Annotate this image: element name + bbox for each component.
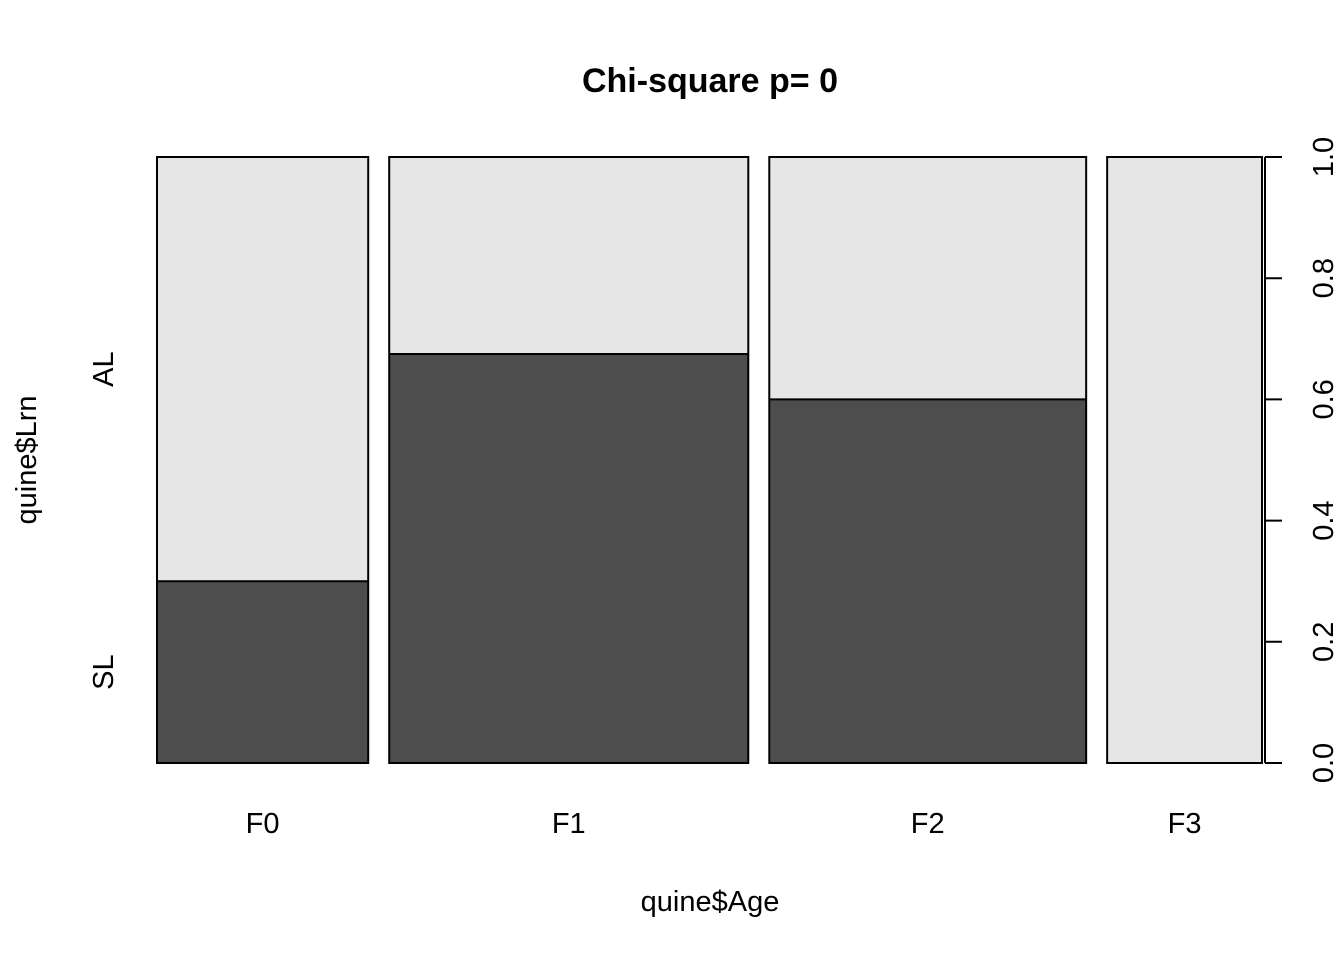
right-axis-tick-label-0.6: 0.6 bbox=[1308, 379, 1340, 419]
bar-al-F2 bbox=[769, 157, 1087, 400]
right-axis-tick-label-0.2: 0.2 bbox=[1308, 622, 1340, 662]
x-tick-label-F1: F1 bbox=[552, 808, 586, 840]
bar-al-F3 bbox=[1107, 157, 1262, 763]
y-level-label-al: AL bbox=[88, 351, 120, 386]
x-tick-labels: F0 F1 F2 F3 bbox=[246, 808, 1202, 840]
bar-sl-F1 bbox=[389, 353, 749, 763]
bar-al-F1 bbox=[389, 157, 749, 354]
right-axis-tick-label-0.0: 0.0 bbox=[1308, 743, 1340, 783]
y-axis-label: quine$Lrn bbox=[11, 396, 43, 525]
right-axis-tick-label-0.8: 0.8 bbox=[1308, 258, 1340, 298]
right-axis-tick-label-0.4: 0.4 bbox=[1308, 500, 1340, 540]
x-axis-label: quine$Age bbox=[641, 886, 780, 918]
bar-outline-F0 bbox=[156, 156, 370, 764]
bar-al-F0 bbox=[157, 157, 369, 582]
bar-sl-F0 bbox=[157, 581, 369, 763]
x-tick-label-F2: F2 bbox=[911, 808, 945, 840]
right-axis-tick-label-1.0: 1.0 bbox=[1308, 137, 1340, 177]
right-axis: 0.0 0.2 0.4 0.6 0.8 1.0 bbox=[1264, 137, 1340, 783]
x-tick-label-F0: F0 bbox=[246, 808, 280, 840]
bars-group bbox=[156, 156, 1264, 764]
bar-outline-F2 bbox=[768, 156, 1088, 764]
bar-sl-F2 bbox=[769, 399, 1087, 763]
y-level-labels: SL AL bbox=[88, 351, 120, 689]
chart-title: Chi-square p= 0 bbox=[582, 62, 838, 100]
bar-outline-F3 bbox=[1106, 156, 1264, 764]
x-tick-label-F3: F3 bbox=[1168, 808, 1202, 840]
y-level-label-sl: SL bbox=[88, 654, 120, 689]
bar-outline-F1 bbox=[388, 156, 750, 764]
